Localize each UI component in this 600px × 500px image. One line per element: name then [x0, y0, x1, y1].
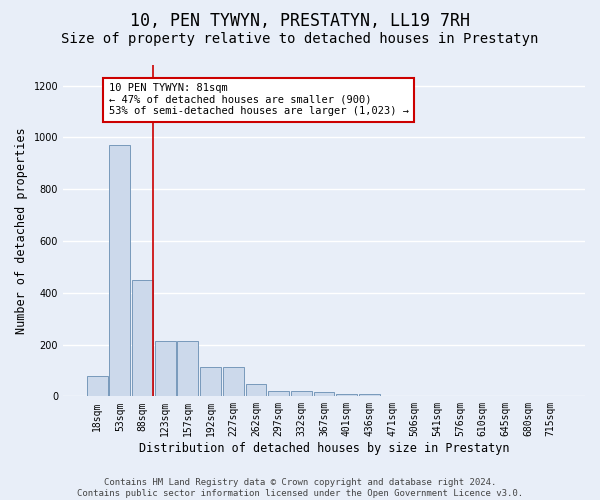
Bar	[200, 366, 221, 396]
Bar	[87, 376, 107, 396]
Y-axis label: Number of detached properties: Number of detached properties	[15, 128, 28, 334]
Bar	[245, 384, 266, 396]
Bar	[109, 145, 130, 397]
Text: Size of property relative to detached houses in Prestatyn: Size of property relative to detached ho…	[61, 32, 539, 46]
Bar	[132, 280, 153, 396]
Text: Contains HM Land Registry data © Crown copyright and database right 2024.
Contai: Contains HM Land Registry data © Crown c…	[77, 478, 523, 498]
Bar	[155, 340, 176, 396]
Bar	[268, 390, 289, 396]
Bar	[336, 394, 357, 396]
Bar	[359, 394, 380, 396]
Text: 10, PEN TYWYN, PRESTATYN, LL19 7RH: 10, PEN TYWYN, PRESTATYN, LL19 7RH	[130, 12, 470, 30]
X-axis label: Distribution of detached houses by size in Prestatyn: Distribution of detached houses by size …	[139, 442, 509, 455]
Bar	[291, 391, 312, 396]
Bar	[178, 340, 199, 396]
Text: 10 PEN TYWYN: 81sqm
← 47% of detached houses are smaller (900)
53% of semi-detac: 10 PEN TYWYN: 81sqm ← 47% of detached ho…	[109, 83, 409, 116]
Bar	[223, 366, 244, 396]
Bar	[314, 392, 334, 396]
